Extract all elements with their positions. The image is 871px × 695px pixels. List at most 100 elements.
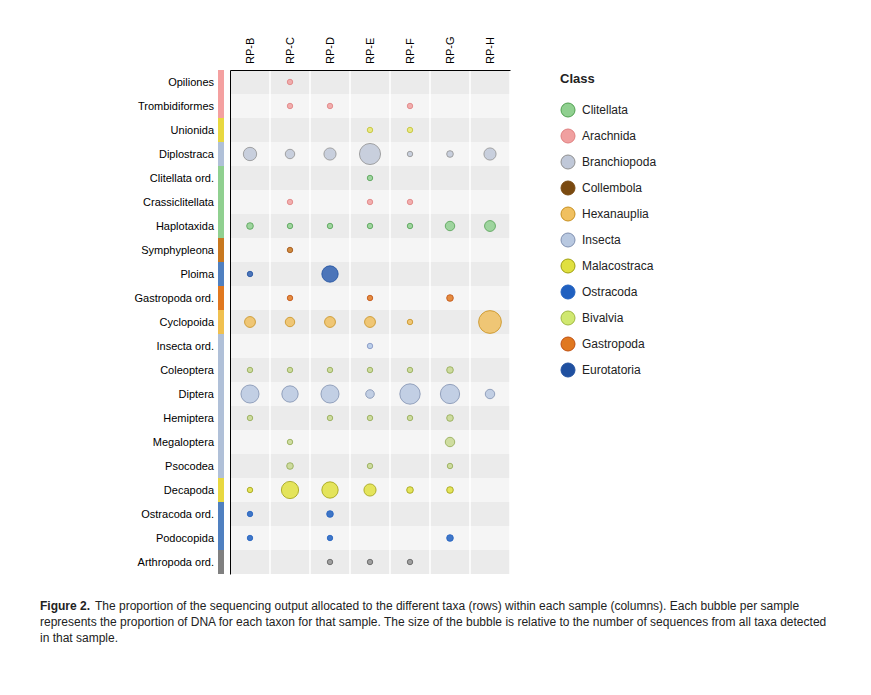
legend-label: Bivalvia bbox=[582, 311, 624, 325]
legend-label: Eurotatoria bbox=[582, 363, 641, 377]
row-band bbox=[230, 166, 510, 190]
bubble bbox=[447, 151, 454, 158]
bubble bbox=[287, 79, 292, 84]
y-tick-label: Ploima bbox=[180, 268, 215, 280]
x-tick-label: RP-B bbox=[244, 38, 256, 64]
y-tick: Symphypleona bbox=[141, 244, 230, 256]
bubble bbox=[245, 317, 256, 328]
y-tick: Diplostraca bbox=[159, 148, 230, 160]
legend-label: Branchiopoda bbox=[582, 155, 656, 169]
y-tick-label: Podocopida bbox=[156, 532, 215, 544]
bubble bbox=[407, 487, 414, 494]
bubble bbox=[485, 221, 496, 232]
bubble bbox=[281, 481, 298, 498]
y-axis: OpilionesTrombidiformesUnionidaDiplostra… bbox=[135, 71, 231, 575]
legend-symbol bbox=[561, 181, 575, 195]
bubble bbox=[367, 343, 372, 348]
y-tick: Clitellata ord. bbox=[150, 172, 230, 184]
y-tick: Cyclopoida bbox=[160, 316, 230, 328]
bubbles bbox=[241, 79, 501, 564]
row-band bbox=[230, 310, 510, 334]
row-band bbox=[230, 214, 510, 238]
legend-label: Collembola bbox=[582, 181, 642, 195]
x-tick-label: RP-E bbox=[364, 38, 376, 64]
row-band bbox=[230, 430, 510, 454]
legend-label: Insecta bbox=[582, 233, 621, 247]
y-tick: Insecta ord. bbox=[157, 340, 230, 352]
bubble bbox=[447, 487, 454, 494]
y-tick-label: Decapoda bbox=[164, 484, 215, 496]
row-band bbox=[230, 286, 510, 310]
bubble bbox=[327, 367, 332, 372]
row-band bbox=[230, 118, 510, 142]
chart: RP-BRP-CRP-DRP-ERP-FRP-GRP-HOpilionesTro… bbox=[0, 0, 871, 695]
x-tick-label: RP-F bbox=[404, 38, 416, 64]
y-tick: Psocodea bbox=[165, 460, 230, 472]
legend-item: Malacostraca bbox=[561, 259, 654, 273]
bubble bbox=[367, 223, 372, 228]
bubble bbox=[447, 415, 454, 422]
bubble bbox=[287, 223, 292, 228]
legend-symbol bbox=[561, 259, 575, 273]
legend-label: Ostracoda bbox=[582, 285, 638, 299]
y-tick: Crassiclitellata bbox=[143, 196, 230, 208]
bubble bbox=[287, 103, 292, 108]
row-color-bar bbox=[218, 166, 224, 190]
legend-item: Branchiopoda bbox=[561, 155, 656, 169]
bubble bbox=[367, 415, 372, 420]
bubble bbox=[367, 175, 372, 180]
bubble bbox=[285, 317, 294, 326]
column-separator bbox=[469, 70, 471, 574]
caption-label: Figure 2. bbox=[40, 599, 90, 613]
row-color-bar bbox=[218, 430, 224, 454]
y-tick: Ploima bbox=[180, 268, 230, 280]
bubble bbox=[327, 103, 332, 108]
axis-domain bbox=[230, 71, 231, 575]
bubble bbox=[247, 535, 252, 540]
caption-line: represents the proportion of DNA for eac… bbox=[40, 615, 826, 629]
column-separator bbox=[349, 70, 351, 574]
legend-label: Malacostraca bbox=[582, 259, 654, 273]
row-band bbox=[230, 238, 510, 262]
y-tick-label: Symphypleona bbox=[141, 244, 215, 256]
bubble bbox=[327, 223, 332, 228]
row-band bbox=[230, 358, 510, 382]
row-color-bar bbox=[218, 94, 224, 118]
y-tick-label: Haplotaxida bbox=[156, 220, 215, 232]
row-band bbox=[230, 406, 510, 430]
bubble bbox=[367, 295, 372, 300]
legend-symbol bbox=[561, 155, 575, 169]
bubble bbox=[325, 317, 336, 328]
row-color-bar bbox=[218, 262, 224, 286]
bubble bbox=[322, 266, 338, 282]
axis-domain bbox=[231, 70, 511, 71]
bubble bbox=[243, 147, 256, 160]
row-band bbox=[230, 502, 510, 526]
bubble bbox=[407, 415, 412, 420]
y-tick: Haplotaxida bbox=[156, 220, 230, 232]
bubble bbox=[367, 199, 372, 204]
row-color-bar bbox=[218, 286, 224, 310]
y-tick: Opiliones bbox=[168, 76, 230, 88]
bubble bbox=[484, 148, 496, 160]
y-tick: Podocopida bbox=[156, 532, 230, 544]
bubble bbox=[321, 385, 339, 403]
bubble bbox=[247, 511, 252, 516]
y-tick-label: Trombidiformes bbox=[138, 100, 214, 112]
bubble bbox=[407, 319, 412, 324]
row-color-bars bbox=[218, 70, 224, 574]
row-color-bar bbox=[218, 550, 224, 574]
row-color-bar bbox=[218, 382, 224, 406]
legend-symbol bbox=[561, 103, 575, 117]
y-tick: Hemiptera bbox=[163, 412, 230, 424]
bubble bbox=[407, 199, 412, 204]
row-bands bbox=[230, 70, 510, 574]
bubble bbox=[287, 439, 292, 444]
column-separator bbox=[309, 70, 311, 574]
legend-title: Class bbox=[560, 71, 595, 86]
column-separator bbox=[509, 70, 511, 574]
x-tick-label: RP-C bbox=[284, 37, 296, 64]
legend-item: Eurotatoria bbox=[561, 363, 641, 377]
caption-line: The proportion of the sequencing output … bbox=[95, 599, 800, 613]
row-band bbox=[230, 550, 510, 574]
